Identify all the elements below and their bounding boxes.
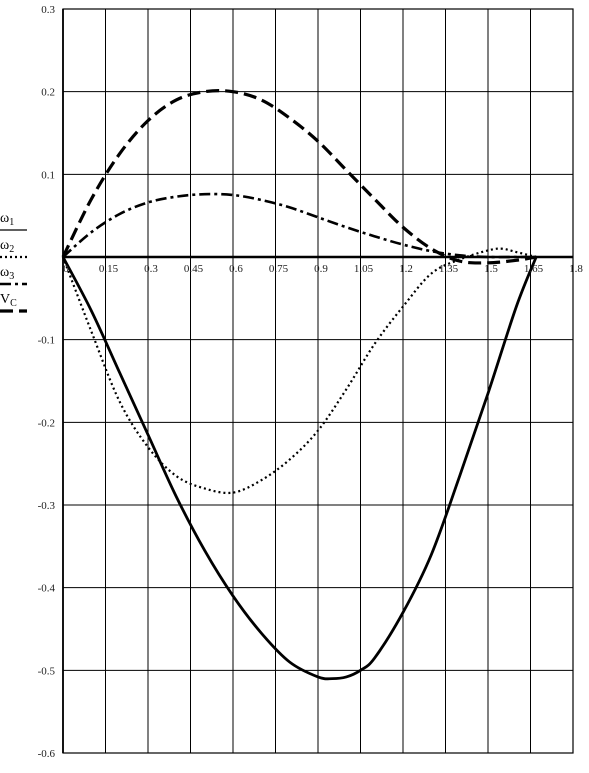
y-tick-label: -0.5 bbox=[38, 665, 56, 677]
legend-item-1: ω1 bbox=[0, 211, 27, 231]
x-tick-label: 0.3 bbox=[144, 263, 158, 275]
x-tick-label: 0.6 bbox=[229, 263, 243, 275]
x-tick-label: 0.75 bbox=[269, 263, 289, 275]
x-tick-label: 0 bbox=[63, 263, 69, 275]
x-tick-label: 0.45 bbox=[184, 263, 204, 275]
legend-label-sub: 3 bbox=[9, 271, 14, 282]
x-tick-label: 1.8 bbox=[569, 263, 583, 275]
y-tick-label: -0.1 bbox=[38, 335, 55, 347]
tick-labels: 0 0.15 0.3 0.45 0.6 0.75 0.9 1.05 1.2 1.35 1.5 1.65… bbox=[38, 4, 584, 760]
legend-label-sub: 1 bbox=[9, 217, 14, 228]
legend-label: VC bbox=[0, 292, 17, 309]
legend-item-4: VC bbox=[0, 292, 27, 313]
y-tick-label: -0.2 bbox=[38, 417, 55, 429]
y-tick-label: 0.1 bbox=[41, 169, 55, 181]
x-tick-label: 1.2 bbox=[399, 263, 413, 275]
series-lines bbox=[61, 89, 538, 681]
y-tick-label: 0.2 bbox=[41, 87, 55, 99]
legend-label: ω2 bbox=[0, 238, 14, 255]
y-tick-label: -0.6 bbox=[38, 748, 56, 760]
legend-label: ω3 bbox=[0, 265, 14, 282]
x-tick-label: 1.35 bbox=[439, 263, 459, 275]
grid bbox=[62, 8, 574, 754]
legend-item-3: ω3 bbox=[0, 265, 27, 286]
x-tick-label: 1.05 bbox=[354, 263, 374, 275]
y-tick-label: -0.4 bbox=[38, 583, 56, 595]
legend-item-2: ω2 bbox=[0, 238, 27, 259]
x-tick-label: 0.9 bbox=[314, 263, 328, 275]
y-tick-label: 0.3 bbox=[41, 4, 55, 16]
legend-label-sub: C bbox=[10, 298, 17, 309]
x-tick-label: 1.5 bbox=[484, 263, 498, 275]
x-tick-label: 0.15 bbox=[99, 263, 119, 275]
series-line-2 bbox=[61, 247, 537, 495]
legend: ω1 ω2 ω3 VC bbox=[0, 211, 27, 313]
x-tick-label: 1.65 bbox=[524, 263, 544, 275]
series-line-3 bbox=[62, 192, 537, 259]
series-line-5 bbox=[61, 256, 538, 681]
y-tick-label: -0.3 bbox=[38, 500, 56, 512]
series-line-4 bbox=[61, 89, 537, 265]
legend-label: ω1 bbox=[0, 211, 14, 228]
legend-label-sub: 2 bbox=[9, 244, 14, 255]
